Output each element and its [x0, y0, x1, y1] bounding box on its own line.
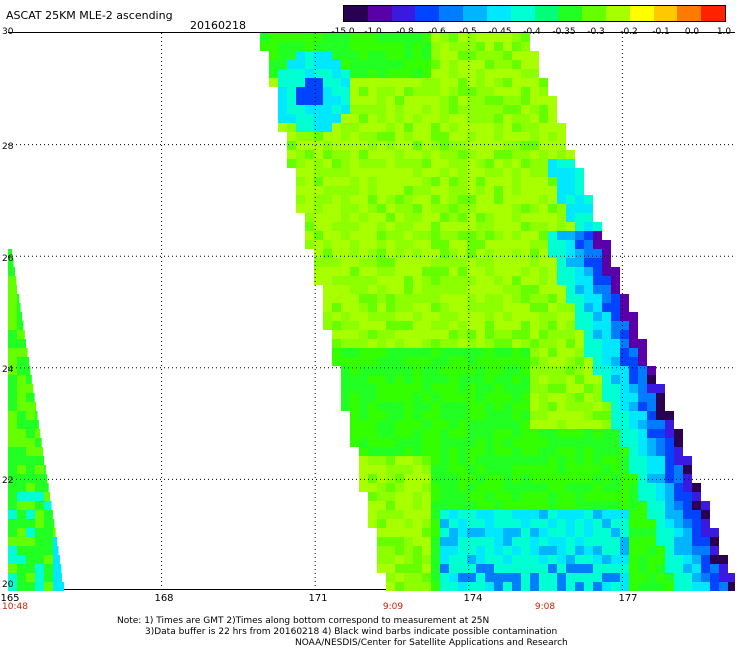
colorbar-swatch: [558, 6, 583, 21]
time-label-2: 9:09: [382, 602, 404, 612]
data-swath-map: [8, 33, 735, 591]
note-line-1: Note: 1) Times are GMT 2)Times along bot…: [117, 616, 490, 626]
colorbar-swatch: [605, 6, 630, 21]
time-label-1: 10:48: [2, 602, 28, 612]
colorbar-swatch: [653, 6, 678, 21]
lat-label-28: 28: [2, 142, 14, 152]
chart-title: ASCAT 25KM MLE-2 ascending: [6, 9, 173, 22]
colorbar-swatch: [391, 6, 416, 21]
colorbar-swatch: [510, 6, 535, 21]
lat-label-26: 26: [2, 254, 14, 264]
colorbar-swatch: [582, 6, 606, 21]
lon-label-174: 174: [463, 593, 483, 604]
chart-date: 20160218: [190, 19, 246, 32]
colorbar-swatch: [367, 6, 392, 21]
colorbar-swatch: [439, 6, 464, 21]
lat-label-20: 20: [2, 580, 14, 590]
colorbar-swatch: [629, 6, 654, 21]
lon-label-177: 177: [618, 593, 638, 604]
colorbar-swatch: [486, 6, 511, 21]
note-line-2: 3)Data buffer is 22 hrs from 20160218 4)…: [145, 627, 558, 637]
swath-cells: [8, 33, 735, 591]
lon-label-171: 171: [308, 593, 328, 604]
map-grid: [8, 33, 735, 591]
time-label-3: 9:08: [534, 602, 556, 612]
colorbar-swatch: [344, 6, 368, 21]
colorbar-swatch: [677, 6, 702, 21]
map-plot-area: [8, 32, 735, 591]
lon-label-165: 165: [0, 593, 20, 604]
lat-label-30: 30: [2, 27, 14, 37]
colorbar-swatch: [534, 6, 559, 21]
colorbar-swatch: [415, 6, 440, 21]
colorbar-swatch: [701, 6, 725, 21]
colorbar: [343, 5, 726, 22]
lat-label-22: 22: [2, 476, 14, 486]
lon-label-168: 168: [154, 593, 174, 604]
colorbar-swatch: [463, 6, 487, 21]
lat-label-24: 24: [2, 365, 14, 375]
note-line-3: NOAA/NESDIS/Center for Satellite Applica…: [295, 638, 568, 648]
